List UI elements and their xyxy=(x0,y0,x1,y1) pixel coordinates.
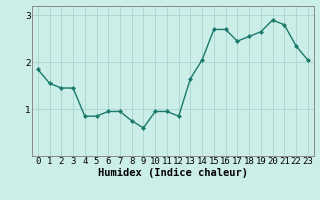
X-axis label: Humidex (Indice chaleur): Humidex (Indice chaleur) xyxy=(98,168,248,178)
